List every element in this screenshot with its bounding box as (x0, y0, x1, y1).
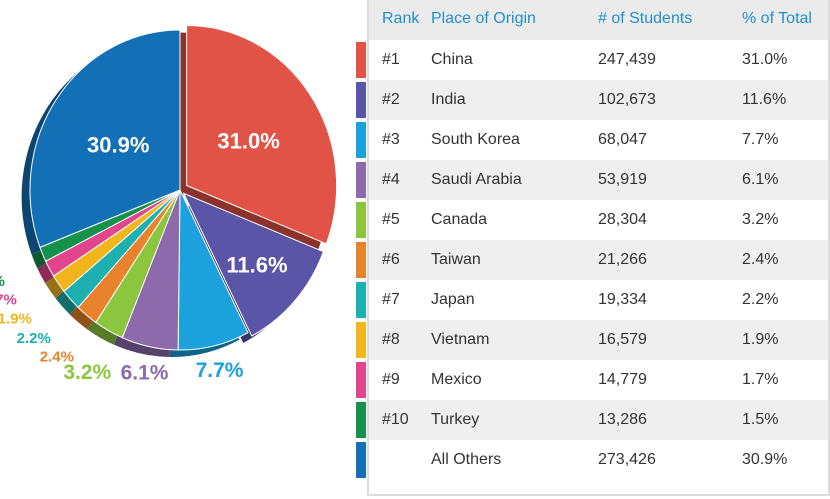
students-cell: 19,334 (598, 291, 647, 308)
header-rank: Rank (382, 10, 420, 27)
rank-cell: #3 (382, 131, 400, 148)
origin-cell: South Korea (431, 131, 520, 148)
table-row: #6 Taiwan 21,266 2.4% (369, 240, 828, 280)
rank-cell: #2 (382, 91, 400, 108)
percent-cell: 2.2% (742, 291, 779, 308)
header-percent-of-total: % of Total (742, 10, 812, 27)
header-number-of-students: # of Students (598, 10, 693, 27)
slice-percent-label: 6.1% (121, 361, 169, 384)
color-key-swatch (356, 42, 366, 78)
color-key-swatch (356, 442, 366, 478)
slice-percent-label: 3.2% (63, 361, 111, 384)
rank-cell: #1 (382, 51, 400, 68)
table-row: #2 India 102,673 11.6% (369, 80, 828, 120)
pie-slice (29, 29, 181, 249)
slice-percent-label: 11.6% (226, 252, 287, 277)
slice-percent-label: 2.4% (40, 348, 74, 365)
table-row: #8 Vietnam 16,579 1.9% (369, 320, 828, 360)
origin-cell: Turkey (431, 411, 480, 428)
table-header: Rank Place of Origin # of Students % of … (369, 0, 828, 40)
table-row: #1 China 247,439 31.0% (369, 40, 828, 80)
students-cell: 102,673 (598, 91, 656, 108)
rank-cell: #7 (382, 291, 400, 308)
color-key-swatch (356, 322, 366, 358)
pie-chart: 31.0% 11.6% 7.7% 6.1% 3.2%2.4%2.2% 1.9% 1.7% 1.… (0, 24, 338, 384)
table-row: #9 Mexico 14,779 1.7% (369, 360, 828, 400)
slice-percent-label: 2.2% (17, 330, 51, 347)
origin-cell: Japan (431, 291, 475, 308)
percent-cell: 31.0% (742, 51, 788, 68)
students-table: Rank Place of Origin # of Students % of … (356, 0, 830, 499)
color-key-swatch (356, 282, 366, 318)
color-key-swatch (356, 242, 366, 278)
rank-cell: #6 (382, 251, 400, 268)
students-cell: 13,286 (598, 411, 647, 428)
percent-cell: 11.6% (742, 91, 787, 108)
table-row: #3 South Korea 68,047 7.7% (369, 120, 828, 160)
origin-cell: Canada (431, 211, 488, 228)
students-cell: 28,304 (598, 211, 647, 228)
slice-percent-label: 1.9% (0, 311, 32, 328)
table-row: #4 Saudi Arabia 53,919 6.1% (369, 160, 828, 200)
students-cell: 247,439 (598, 51, 656, 68)
table-row: #10 Turkey 13,286 1.5% (369, 400, 828, 440)
percent-cell: 1.5% (742, 411, 779, 428)
slice-percent-label: 31.0% (217, 128, 279, 153)
color-key-swatch (356, 122, 366, 158)
origin-cell: India (431, 91, 466, 108)
slice-percent-label: 7.7% (196, 359, 244, 382)
rank-cell: #9 (382, 371, 400, 388)
students-cell: 21,266 (598, 251, 647, 268)
pie-slice (182, 192, 325, 337)
color-key-swatch (356, 362, 366, 398)
percent-cell: 2.4% (742, 251, 779, 268)
pie-slice (186, 24, 338, 245)
rank-cell: #8 (382, 331, 400, 348)
percent-cell: 3.2% (742, 211, 779, 228)
students-cell: 68,047 (598, 131, 647, 148)
origin-cell: Saudi Arabia (431, 171, 522, 188)
origin-cell: Taiwan (431, 251, 481, 268)
table-row: #5 Canada 28,304 3.2% (369, 200, 828, 240)
rank-cell: #10 (382, 411, 409, 428)
slice-percent-label: 1.7% (0, 292, 17, 309)
slice-percent-label: 1.5% (0, 273, 5, 290)
table-row: #7 Japan 19,334 2.2% (369, 280, 828, 320)
students-cell: 16,579 (598, 331, 647, 348)
percent-cell: 1.9% (742, 331, 779, 348)
origin-cell: Mexico (431, 371, 482, 388)
students-cell: 273,426 (598, 451, 656, 468)
percent-cell: 7.7% (742, 131, 779, 148)
origin-cell: China (431, 51, 473, 68)
students-cell: 53,919 (598, 171, 647, 188)
origin-cell: All Others (431, 451, 502, 468)
color-key-swatch (356, 162, 366, 198)
students-cell: 14,779 (598, 371, 647, 388)
percent-cell: 30.9% (742, 451, 788, 468)
rank-cell: #5 (382, 211, 400, 228)
percent-cell: 1.7% (742, 371, 779, 388)
rank-cell: #4 (382, 171, 400, 188)
origin-cell: Vietnam (431, 331, 490, 348)
color-key-swatch (356, 202, 366, 238)
color-key-swatch (356, 402, 366, 438)
percent-cell: 6.1% (742, 171, 779, 188)
table-row: All Others 273,426 30.9% (369, 440, 828, 480)
slice-percent-label: 30.9% (87, 133, 149, 158)
color-key-swatch (356, 82, 366, 118)
header-place-of-origin: Place of Origin (431, 10, 536, 27)
table-panel: Rank Place of Origin # of Students % of … (367, 0, 830, 496)
